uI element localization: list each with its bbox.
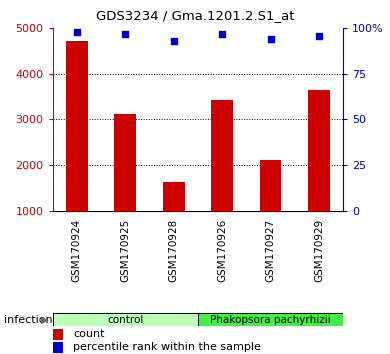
Text: GSM170924: GSM170924 <box>72 219 82 282</box>
Bar <box>53 342 63 353</box>
Text: GDS3234 / Gma.1201.2.S1_at: GDS3234 / Gma.1201.2.S1_at <box>96 9 294 22</box>
Point <box>122 31 128 36</box>
Bar <box>114 114 136 211</box>
Text: GSM170926: GSM170926 <box>217 219 227 282</box>
Point <box>316 33 322 39</box>
Bar <box>66 41 88 211</box>
Text: infection: infection <box>4 315 53 325</box>
Text: ▶: ▶ <box>41 315 49 325</box>
Text: percentile rank within the sample: percentile rank within the sample <box>73 342 261 352</box>
Text: GSM170928: GSM170928 <box>169 219 179 282</box>
Text: count: count <box>73 329 105 339</box>
Bar <box>53 329 63 339</box>
Text: Phakopsora pachyrhizii: Phakopsora pachyrhizii <box>210 315 331 325</box>
Bar <box>308 90 330 211</box>
Bar <box>163 182 184 211</box>
Point <box>268 36 274 42</box>
Text: GSM170929: GSM170929 <box>314 219 324 282</box>
Bar <box>260 160 282 211</box>
Bar <box>211 100 233 211</box>
Point <box>170 38 177 44</box>
Text: GSM170927: GSM170927 <box>266 219 276 282</box>
Bar <box>198 313 343 326</box>
Bar <box>53 313 198 326</box>
Point <box>219 31 225 36</box>
Point <box>74 29 80 35</box>
Text: control: control <box>107 315 144 325</box>
Text: GSM170925: GSM170925 <box>120 219 130 282</box>
